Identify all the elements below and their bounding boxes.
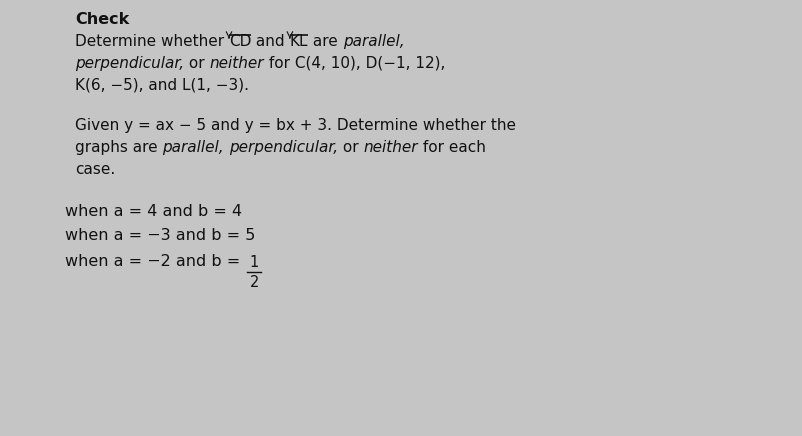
Text: neither: neither bbox=[363, 140, 418, 155]
Text: when a = 4 and b = 4: when a = 4 and b = 4 bbox=[65, 204, 242, 219]
Text: Determine whether: Determine whether bbox=[75, 34, 229, 49]
Text: 2: 2 bbox=[249, 275, 259, 290]
Text: or: or bbox=[184, 56, 209, 71]
Text: neither: neither bbox=[209, 56, 264, 71]
Text: for each: for each bbox=[418, 140, 486, 155]
Text: parallel,: parallel, bbox=[343, 34, 405, 49]
Text: perpendicular,: perpendicular, bbox=[229, 140, 338, 155]
Text: perpendicular,: perpendicular, bbox=[75, 56, 184, 71]
Text: CD: CD bbox=[229, 34, 251, 49]
Text: parallel,: parallel, bbox=[163, 140, 224, 155]
Text: 1: 1 bbox=[249, 255, 258, 270]
Text: case.: case. bbox=[75, 162, 115, 177]
Text: when a = −2 and b =: when a = −2 and b = bbox=[65, 254, 245, 269]
Text: KL: KL bbox=[290, 34, 309, 49]
Text: graphs are: graphs are bbox=[75, 140, 163, 155]
Text: when a = −3 and b = 5: when a = −3 and b = 5 bbox=[65, 228, 255, 243]
Text: and: and bbox=[251, 34, 290, 49]
Text: 1: 1 bbox=[249, 255, 258, 270]
Text: are: are bbox=[309, 34, 343, 49]
Text: K(6, −5), and L(1, −3).: K(6, −5), and L(1, −3). bbox=[75, 78, 249, 93]
Text: for C(4, 10), D(−1, 12),: for C(4, 10), D(−1, 12), bbox=[264, 56, 445, 71]
Text: Given y = ax − 5 and y = bx + 3. Determine whether the: Given y = ax − 5 and y = bx + 3. Determi… bbox=[75, 118, 516, 133]
Text: or: or bbox=[338, 140, 363, 155]
Text: Check: Check bbox=[75, 12, 129, 27]
